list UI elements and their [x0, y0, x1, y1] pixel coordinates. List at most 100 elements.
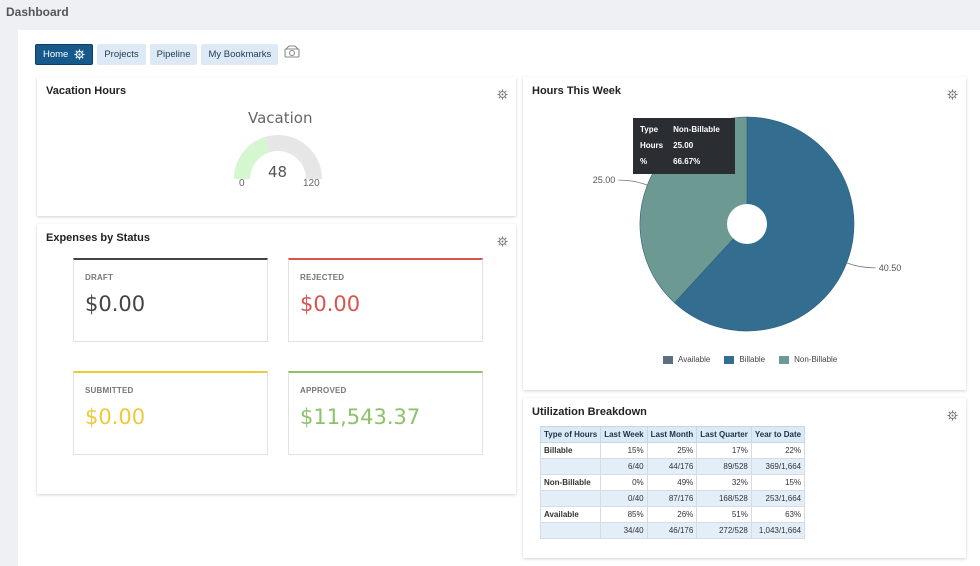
table-row: 6/40 44/176 89/528 369/1,664	[539, 458, 806, 475]
table-cell: 15%	[750, 474, 806, 491]
table-cell-type: Billable	[539, 442, 602, 459]
table-cell: 1,043/1,664	[750, 522, 806, 539]
tooltip-value: 66.67%	[673, 157, 701, 166]
top-bar: Dashboard	[0, 0, 980, 24]
table-cell: 15%	[600, 442, 648, 459]
table-row: Billable 15% 25% 17% 22%	[539, 442, 806, 459]
settings-gear-icon[interactable]	[497, 89, 508, 100]
gauge-max: 120	[303, 178, 320, 189]
dashboard-main: Home Projects Pipeline My Bookmarks Vaca…	[18, 30, 980, 566]
tab-my-bookmarks[interactable]: My Bookmarks	[201, 44, 279, 65]
vacation-gauge	[234, 135, 322, 179]
legend-swatch	[663, 355, 673, 364]
table-cell: 87/176	[646, 490, 698, 507]
tooltip-value: 25.00	[673, 141, 694, 150]
table-cell-type	[539, 490, 602, 507]
utilization-card: Utilization Breakdown Type of Hours Last…	[523, 398, 966, 558]
expense-approved-box[interactable]: APPROVED $11,543.37	[288, 371, 483, 455]
column-header[interactable]: Year to Date	[750, 426, 806, 443]
vacation-hours-title: Vacation Hours	[46, 85, 127, 97]
tab-projects-label: Projects	[104, 49, 139, 60]
tab-pipeline[interactable]: Pipeline	[149, 44, 198, 65]
table-cell-type	[539, 458, 602, 475]
table-cell: 253/1,664	[750, 490, 806, 507]
expense-rejected-box[interactable]: REJECTED $0.00	[288, 258, 483, 342]
gauge-title: Vacation	[248, 109, 313, 127]
tooltip-key: Hours	[640, 141, 664, 150]
tooltip-value: Non-Billable	[673, 125, 720, 134]
legend-label: Billable	[739, 355, 766, 364]
hours-this-week-title: Hours This Week	[532, 85, 622, 97]
expense-submitted-box[interactable]: SUBMITTED $0.00	[73, 371, 268, 455]
expense-submitted-label: SUBMITTED	[85, 386, 134, 395]
table-cell: 26%	[646, 506, 698, 523]
expense-approved-amount: $11,543.37	[300, 405, 421, 429]
expense-rejected-amount: $0.00	[300, 292, 361, 316]
tooltip-key: Type	[640, 125, 659, 134]
pie-label-connector	[846, 262, 876, 269]
gauge-fill	[234, 137, 270, 179]
pie-data-label: 40.50	[879, 263, 902, 273]
table-cell: 369/1,664	[750, 458, 806, 475]
legend-item-available[interactable]: Available	[663, 355, 710, 364]
expense-rejected-label: REJECTED	[300, 273, 345, 282]
column-header[interactable]: Last Week	[600, 426, 648, 443]
pie-legend: Available Billable Non-Billable	[663, 355, 837, 364]
table-row: 0/40 87/176 168/528 253/1,664	[539, 490, 806, 507]
pie-data-label: 25.00	[593, 175, 616, 185]
table-cell: 6/40	[600, 458, 648, 475]
utilization-table: Type of Hours Last Week Last Month Last …	[539, 426, 806, 539]
legend-swatch	[724, 355, 735, 364]
table-cell: 0/40	[600, 490, 648, 507]
pie-tooltip: Type Non-Billable Hours 25.00 % 66.67%	[633, 118, 735, 174]
table-cell-type	[539, 522, 602, 539]
column-header[interactable]: Last Month	[646, 426, 698, 443]
vacation-hours-card: Vacation Hours Vacation 48 0 120	[37, 77, 516, 216]
table-cell: 46/176	[646, 522, 698, 539]
pie-center-hole	[727, 204, 767, 244]
table-cell-type: Available	[539, 506, 602, 523]
tab-projects[interactable]: Projects	[97, 44, 146, 65]
pie-label-connector	[618, 179, 648, 186]
expense-draft-box[interactable]: DRAFT $0.00	[73, 258, 268, 342]
expenses-card: Expenses by Status DRAFT $0.00 REJECTED …	[37, 224, 516, 494]
table-row: 34/40 46/176 272/528 1,043/1,664	[539, 522, 806, 539]
tab-home-label: Home	[43, 49, 69, 60]
hours-this-week-card: Hours This Week 40.50 25.00 Type Non-Billa…	[523, 77, 966, 390]
utilization-title: Utilization Breakdown	[532, 406, 647, 418]
expense-submitted-amount: $0.00	[85, 405, 146, 429]
table-cell: 85%	[600, 506, 648, 523]
expense-draft-label: DRAFT	[85, 273, 114, 282]
gear-icon[interactable]	[74, 49, 85, 60]
table-row: Non-Billable 0% 49% 32% 15%	[539, 474, 806, 491]
table-cell: 0%	[600, 474, 648, 491]
tooltip-key: %	[640, 157, 648, 166]
table-cell: 63%	[750, 506, 806, 523]
tab-my-bookmarks-label: My Bookmarks	[208, 49, 272, 60]
expenses-title: Expenses by Status	[46, 232, 150, 244]
bookmark-view-icon[interactable]	[284, 45, 300, 59]
expense-draft-amount: $0.00	[85, 292, 146, 316]
column-header[interactable]: Type of Hours	[539, 426, 602, 443]
settings-gear-icon[interactable]	[497, 236, 508, 247]
table-cell: 49%	[646, 474, 698, 491]
tab-home[interactable]: Home	[35, 44, 94, 65]
page-title: Dashboard	[6, 5, 69, 19]
table-cell: 168/528	[696, 490, 752, 507]
legend-item-billable[interactable]: Billable	[724, 355, 765, 364]
settings-gear-icon[interactable]	[947, 89, 958, 100]
legend-item-non-billable[interactable]: Non-Billable	[779, 355, 837, 364]
settings-gear-icon[interactable]	[947, 410, 958, 421]
table-cell: 25%	[646, 442, 698, 459]
table-cell: 51%	[696, 506, 752, 523]
table-row: Available 85% 26% 51% 63%	[539, 506, 806, 523]
table-cell: 17%	[696, 442, 752, 459]
legend-label: Available	[678, 355, 711, 364]
table-cell: 44/176	[646, 458, 698, 475]
hours-pie-chart[interactable]: 40.50 25.00	[523, 77, 966, 390]
gauge-value: 48	[268, 163, 288, 181]
table-cell: 272/528	[696, 522, 752, 539]
tab-bar: Home Projects Pipeline My Bookmarks	[35, 44, 279, 65]
expense-approved-label: APPROVED	[300, 386, 347, 395]
column-header[interactable]: Last Quarter	[696, 426, 752, 443]
